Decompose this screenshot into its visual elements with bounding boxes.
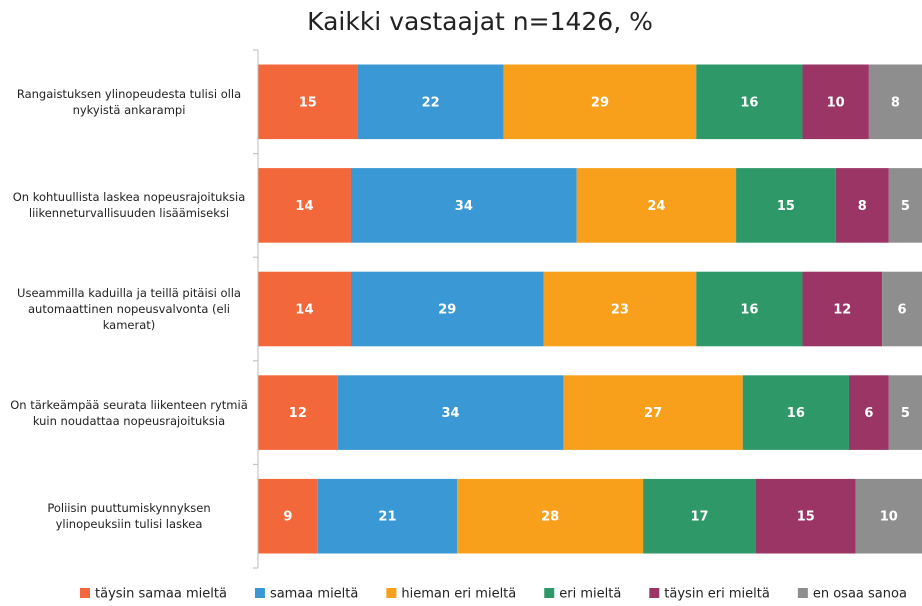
value-label: 22	[422, 95, 440, 110]
bar-segment	[258, 168, 351, 243]
legend-label: en osaa sanoa	[813, 587, 907, 602]
legend-label: hieman eri mieltä	[401, 587, 516, 602]
bar-segment	[543, 271, 697, 347]
bar-segment	[457, 478, 644, 554]
value-label: 12	[833, 303, 851, 318]
bar-segment	[258, 271, 351, 347]
category-label: Poliisin puuttumiskynnyksen ylinopeuksii…	[47, 501, 211, 532]
bar-segment	[337, 375, 564, 450]
bar-segment	[357, 64, 504, 140]
bar-segment	[258, 64, 358, 140]
bar-segment	[503, 64, 697, 140]
legend-swatch	[386, 588, 397, 598]
value-label: 10	[880, 510, 898, 525]
value-label: 8	[858, 199, 867, 214]
legend-label: täysin eri mieltä	[664, 587, 770, 602]
value-label: 29	[591, 95, 609, 110]
bar-segment	[835, 168, 889, 243]
value-label: 16	[787, 406, 805, 421]
legend-label: eri mieltä	[559, 587, 621, 602]
value-label: 12	[289, 406, 307, 421]
bar-segment	[696, 271, 803, 347]
value-label: 21	[378, 510, 396, 525]
legend-swatch	[80, 588, 90, 598]
legend-swatch	[254, 588, 265, 598]
legend-swatch	[649, 588, 660, 598]
value-label: 9	[283, 510, 292, 525]
value-label: 34	[455, 199, 473, 214]
value-label: 15	[299, 95, 317, 110]
value-label: 14	[295, 199, 313, 214]
value-label: 27	[644, 406, 662, 421]
value-label: 8	[891, 95, 900, 110]
value-label: 23	[611, 303, 629, 318]
value-label: 15	[777, 199, 795, 214]
legend-swatch	[544, 588, 555, 598]
category-label: On tärkeämpää seurata liikenteen rytmiä …	[10, 397, 248, 428]
bar-segment	[258, 375, 338, 450]
bar-segment	[736, 168, 836, 243]
value-label: 29	[438, 303, 456, 318]
value-label: 17	[691, 510, 709, 525]
category-label: On kohtuullista laskea nopeusrajoituksia…	[12, 190, 246, 221]
legend-swatch	[797, 588, 808, 598]
value-label: 14	[295, 303, 313, 318]
bar-segment	[848, 375, 889, 450]
bar-segment	[888, 375, 922, 450]
bar-segment	[350, 168, 577, 243]
value-label: 5	[901, 199, 910, 214]
bar-segment	[756, 478, 856, 554]
legend-label: täysin samaa mieltä	[95, 587, 227, 602]
bar-segment	[742, 375, 849, 450]
bar-segment	[802, 64, 869, 140]
value-label: 34	[442, 406, 460, 421]
value-label: 5	[901, 406, 910, 421]
bar-segment	[576, 168, 737, 243]
bar-segment	[350, 271, 544, 347]
bar-segment	[882, 271, 922, 347]
bar-segment	[855, 478, 922, 554]
chart-title: Kaikki vastaajat n=1426, %	[307, 7, 653, 36]
value-label: 16	[740, 303, 758, 318]
value-label: 6	[898, 303, 907, 318]
bar-segment	[696, 64, 803, 140]
value-label: 16	[740, 95, 758, 110]
legend-label: samaa mieltä	[270, 587, 358, 602]
category-label: Useammilla kaduilla ja teillä pitäisi ol…	[17, 286, 241, 332]
value-label: 28	[541, 510, 559, 525]
value-label: 6	[864, 406, 873, 421]
bar-segment	[802, 271, 883, 347]
value-label: 15	[797, 510, 815, 525]
bar-segment	[317, 478, 458, 554]
category-label: Rangaistuksen ylinopeudesta tulisi olla …	[16, 86, 242, 117]
bar-segment	[563, 375, 743, 450]
value-label: 24	[647, 199, 665, 214]
bar-segment	[258, 478, 318, 554]
bar-segment	[888, 168, 922, 243]
bar-segment	[643, 478, 756, 554]
bar-segment	[868, 64, 922, 140]
value-label: 10	[827, 95, 845, 110]
